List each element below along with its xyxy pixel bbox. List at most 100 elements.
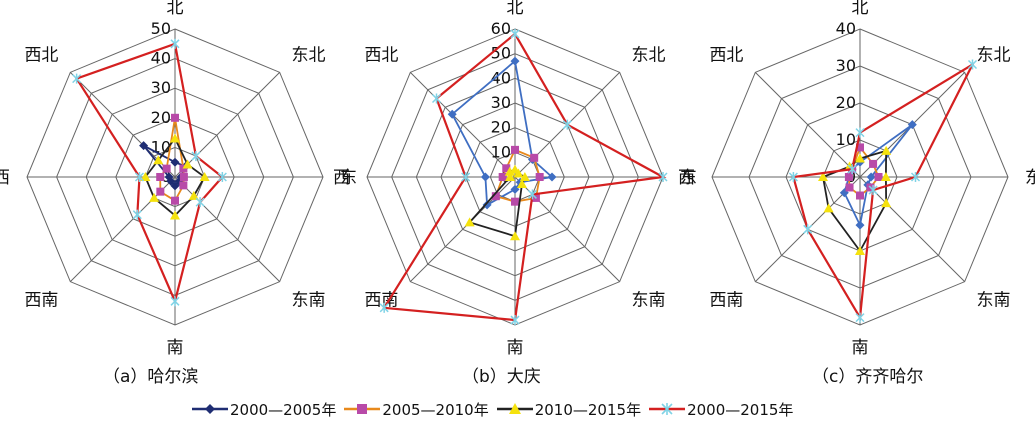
legend-swatch — [344, 404, 381, 414]
tick-label: 50 — [151, 19, 171, 38]
direction-label: 西南 — [364, 291, 398, 311]
data-point — [803, 224, 813, 235]
direction-label: 东 — [1025, 168, 1035, 188]
data-point — [530, 153, 539, 162]
legend-label: 2010—2015年 — [534, 400, 642, 419]
tick-label: 40 — [151, 49, 171, 68]
data-point — [856, 143, 864, 152]
data-point — [845, 183, 854, 192]
data-point — [869, 159, 878, 168]
radar-chart: 0102030405060北东北东东南南西南西西北 — [333, 0, 697, 358]
data-point — [510, 231, 520, 241]
direction-label: 东南 — [632, 291, 666, 311]
data-point — [132, 209, 142, 220]
caption-qiqihar: （c）齐齐哈尔 — [812, 367, 924, 387]
data-point — [134, 172, 145, 182]
data-point — [856, 191, 864, 200]
legend-item: 2000—2015年 — [647, 399, 793, 420]
data-point — [527, 189, 537, 200]
data-point — [156, 173, 165, 181]
data-point — [170, 133, 180, 143]
data-point — [179, 164, 188, 173]
data-point — [547, 172, 557, 182]
data-point — [844, 173, 853, 181]
tick-label: 30 — [836, 56, 856, 75]
data-point — [191, 151, 201, 162]
tick-label: 30 — [151, 78, 171, 97]
data-point — [431, 93, 442, 104]
data-point — [847, 164, 857, 175]
direction-label: 西北 — [709, 45, 743, 65]
direction-label: 北 — [507, 0, 524, 18]
tick-label: 20 — [491, 118, 511, 137]
legend-item: 2000—2005年 — [190, 399, 336, 420]
tick-label: 10 — [491, 142, 511, 161]
spoke — [754, 71, 861, 178]
data-point — [510, 28, 520, 39]
data-point — [511, 145, 519, 154]
direction-label: 东 — [340, 168, 357, 188]
direction-label: 东北 — [977, 45, 1011, 65]
legend-label: 2000—2005年 — [230, 400, 337, 419]
data-point — [855, 312, 865, 323]
data-point — [510, 56, 520, 66]
spoke — [409, 71, 516, 178]
legend-label: 2005—2010年 — [382, 400, 489, 419]
data-point — [855, 127, 865, 138]
data-point — [491, 192, 500, 201]
radar-chart: 010203040北东北东东南南西南西西北 — [678, 0, 1035, 358]
direction-label: 南 — [167, 338, 184, 358]
tick-label: 40 — [491, 68, 511, 87]
direction-label: 东 — [680, 168, 697, 188]
legend: 2000—2005年 2005—2010年 2010—2015年 2000—20… — [190, 398, 799, 420]
data-point — [162, 164, 171, 173]
data-point — [519, 172, 530, 181]
data-point — [171, 196, 179, 205]
data-point — [461, 172, 471, 182]
data-point — [464, 217, 475, 227]
direction-label: 西南 — [709, 291, 743, 311]
data-point — [910, 172, 921, 182]
legend-swatch — [192, 404, 228, 414]
tick-label: 60 — [491, 19, 511, 38]
data-point — [881, 198, 892, 208]
radar-chart: 01020304050北东北东东南南西南西西北 — [0, 0, 357, 358]
direction-label: 东北 — [632, 45, 666, 65]
caption-harbin: （a）哈尔滨 — [103, 367, 199, 387]
data-point — [855, 246, 865, 255]
data-point — [199, 172, 210, 181]
data-point — [170, 296, 180, 307]
legend-swatch — [649, 403, 686, 415]
direction-label: 北 — [167, 0, 184, 18]
radar-figure: 01020304050北东北东东南南西南西西北0102030405060北东北东… — [0, 0, 1035, 358]
data-point — [874, 173, 883, 181]
data-point — [149, 192, 160, 202]
data-point — [967, 59, 978, 70]
data-point — [868, 185, 878, 196]
tick-label: 40 — [836, 19, 856, 38]
data-point — [855, 220, 865, 230]
data-point — [164, 172, 174, 182]
data-point — [156, 187, 165, 196]
legend-label: 2000—2015年 — [687, 400, 794, 419]
direction-label: 西 — [333, 168, 350, 188]
data-point — [510, 184, 520, 194]
data-point — [182, 159, 193, 169]
data-point — [217, 172, 227, 182]
direction-label: 东南 — [977, 291, 1011, 311]
data-point — [195, 197, 205, 208]
data-point — [171, 113, 179, 122]
legend-swatch — [496, 403, 533, 414]
direction-label: 西北 — [364, 45, 398, 65]
data-point — [818, 172, 828, 181]
data-point — [170, 157, 180, 167]
data-point — [855, 153, 865, 163]
data-point — [881, 145, 892, 155]
data-point — [513, 168, 524, 178]
data-point — [139, 141, 149, 151]
data-point — [170, 38, 180, 49]
direction-label: 南 — [507, 338, 524, 358]
data-point — [535, 173, 544, 181]
legend-item: 2010—2015年 — [495, 399, 641, 420]
tick-label: 10 — [836, 130, 856, 149]
